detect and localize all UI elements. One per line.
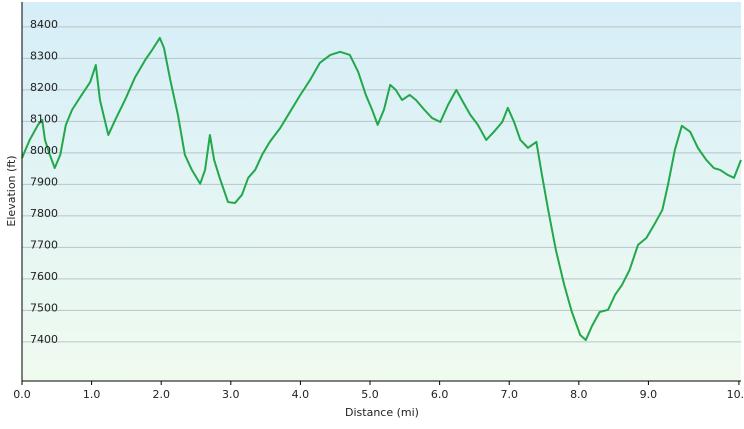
y-tick-label: 8400 [30,18,58,31]
x-tick-label: 8.0 [570,388,588,401]
x-tick-label: 6.0 [431,388,449,401]
y-tick-label: 8100 [30,112,58,125]
y-tick-label: 8300 [30,49,58,62]
x-tick-label: 7.0 [500,388,518,401]
y-tick-label: 8000 [30,144,58,157]
elevation-line [21,36,742,342]
y-axis-label: Elevation (ft) [5,155,18,226]
y-tick-label: 8200 [30,81,58,94]
x-tick-label: 9.0 [640,388,658,401]
y-tick-label: 7700 [30,238,58,251]
x-tick-label: 4.0 [292,388,310,401]
y-tick-label: 7600 [30,270,58,283]
y-tick-label: 7500 [30,301,58,314]
y-tick-label: 7400 [30,333,58,346]
x-tick-label: 0.0 [13,388,31,401]
x-tick-label: 10.3 [727,388,744,401]
x-tick-label: 2.0 [152,388,170,401]
x-axis-label: Distance (mi) [345,406,419,419]
x-tick-label: 5.0 [361,388,379,401]
y-tick-label: 7900 [30,175,58,188]
x-tick-label: 3.0 [222,388,240,401]
y-tick-label: 7800 [30,207,58,220]
x-tick-label: 1.0 [83,388,101,401]
